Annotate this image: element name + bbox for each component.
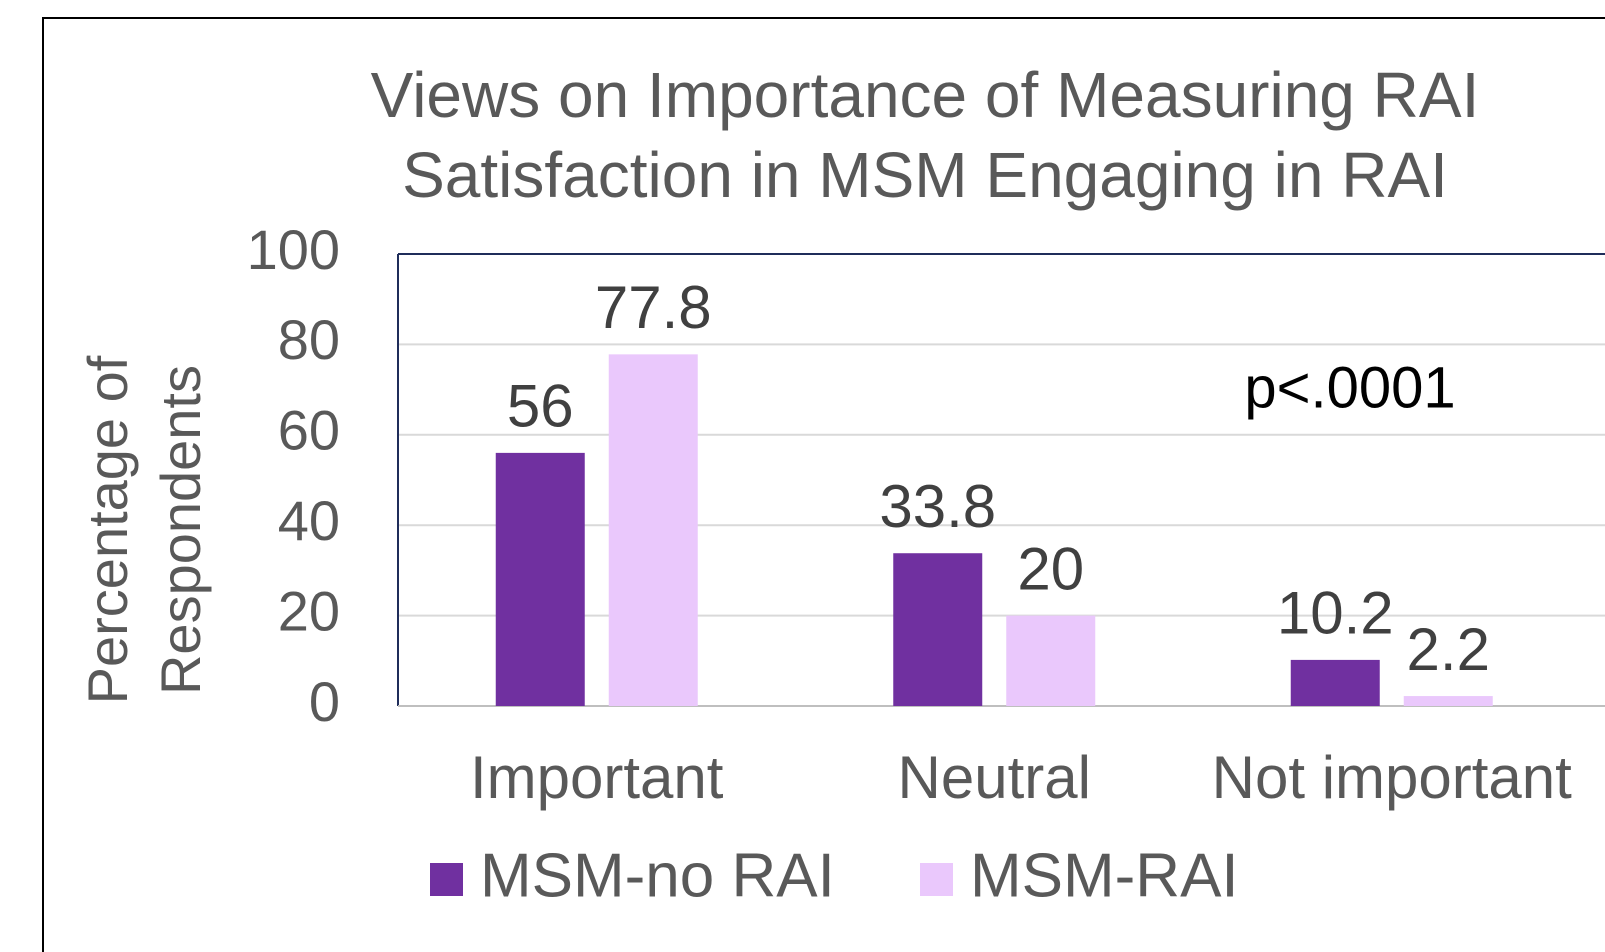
legend-label: MSM-RAI [970, 841, 1239, 910]
chart-title-box: Views on Importance of Measuring RAI Sat… [370, 59, 1480, 211]
y-tick-label: 80 [278, 308, 340, 371]
legend-swatch [430, 863, 463, 896]
legend-label: MSM-no RAI [480, 841, 835, 910]
x-tick-label: Important [470, 744, 724, 811]
y-axis-label-box: Percentage of Respondents [76, 355, 212, 705]
y-tick-label: 40 [278, 489, 340, 552]
x-tick-label: Neutral [898, 744, 1091, 811]
bar [608, 354, 698, 706]
bar [495, 452, 585, 706]
data-label: 33.8 [879, 473, 996, 540]
bar [1403, 696, 1493, 706]
y-tick-label: 0 [309, 670, 340, 733]
data-label: 10.2 [1277, 580, 1394, 647]
bar [893, 553, 983, 706]
bar [1290, 659, 1380, 706]
bar [1006, 615, 1096, 706]
data-label: 77.8 [595, 274, 712, 341]
data-label: 20 [1017, 535, 1084, 602]
chart-title: Views on Importance of Measuring RAI Sat… [370, 59, 1480, 211]
y-tick-label: 60 [278, 399, 340, 462]
data-label: 56 [507, 373, 574, 440]
y-tick-label: 20 [278, 579, 340, 642]
annotation: p<.0001 [1244, 355, 1455, 420]
legend-swatch [920, 863, 953, 896]
chart-frame [42, 17, 1605, 952]
y-tick-label: 100 [247, 218, 340, 281]
y-axis-label: Percentage of Respondents [76, 355, 212, 705]
x-tick-label: Not important [1212, 744, 1572, 811]
data-label: 2.2 [1407, 616, 1490, 683]
